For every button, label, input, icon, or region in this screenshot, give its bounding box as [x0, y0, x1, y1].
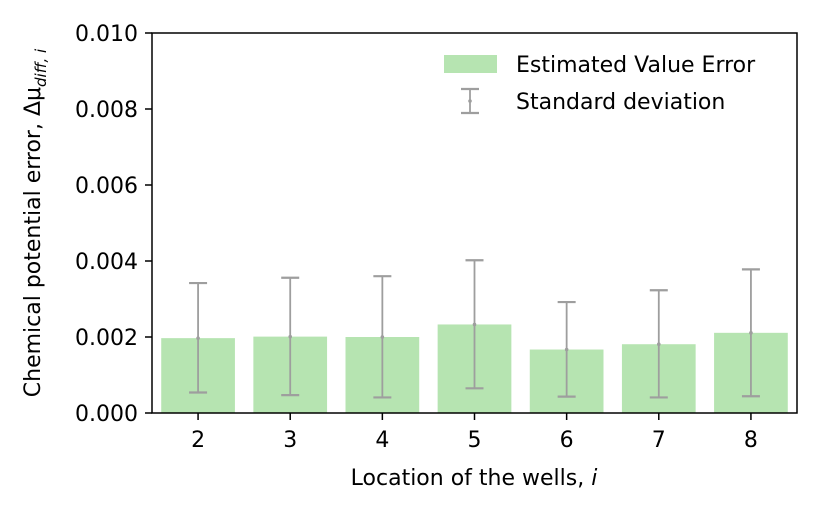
- x-tick-label: 5: [468, 428, 482, 453]
- mean-point-2: [196, 336, 200, 340]
- mean-point-8: [749, 331, 753, 335]
- mean-point-4: [380, 335, 385, 339]
- x-tick-label: 6: [560, 428, 574, 453]
- legend-bar-swatch: [444, 55, 497, 73]
- x-tick-label: 8: [744, 428, 758, 453]
- legend-error-swatch: [461, 87, 479, 115]
- y-tick-label: 0.010: [75, 22, 138, 47]
- legend: Estimated Value Error Standard deviation: [444, 53, 756, 115]
- y-axis: 0.000 0.002 0.004 0.006 0.008 0.010: [75, 22, 152, 427]
- y-tick-label: 0.000: [75, 402, 138, 427]
- mean-point-5: [472, 322, 477, 327]
- legend-error-point: [468, 99, 472, 103]
- mean-point-3: [288, 334, 293, 339]
- y-axis-label: Chemical potential error, Δμdiff, i: [21, 48, 50, 397]
- y-tick-label: 0.006: [75, 174, 138, 199]
- y-tick-label: 0.002: [75, 326, 138, 351]
- y-tick-label: 0.008: [75, 98, 138, 123]
- x-tick-label: 4: [375, 428, 389, 453]
- x-tick-label: 3: [283, 428, 297, 453]
- x-tick-label: 7: [652, 428, 666, 453]
- y-tick-label: 0.004: [75, 250, 138, 275]
- x-axis-label: Location of the wells, i: [351, 466, 598, 491]
- plot-area: [161, 259, 788, 413]
- mean-point-7: [656, 342, 661, 347]
- legend-error-label: Standard deviation: [516, 90, 725, 115]
- x-axis: 2 3 4 5 6 7 8: [191, 413, 758, 453]
- x-tick-label: 2: [191, 428, 205, 453]
- legend-bar-label: Estimated Value Error: [516, 53, 756, 78]
- mean-point-6: [564, 347, 569, 352]
